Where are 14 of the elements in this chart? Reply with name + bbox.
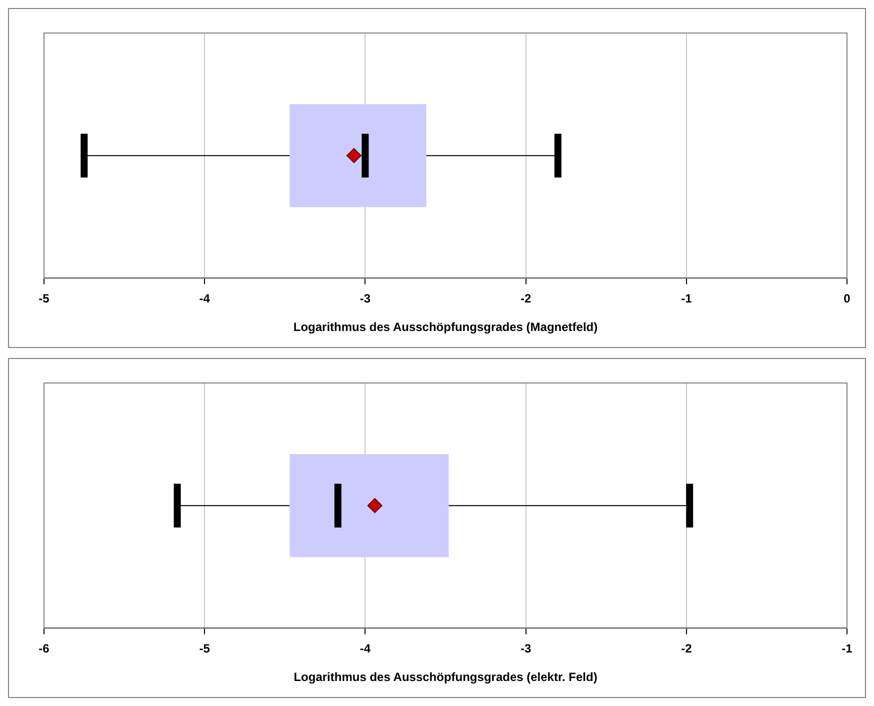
x-tick-label: -1 xyxy=(681,292,692,306)
x-tick-label: -2 xyxy=(520,292,532,306)
x-tick-label: -3 xyxy=(360,292,371,306)
x-tick-label: -3 xyxy=(520,642,532,656)
x-tick-label: -4 xyxy=(199,292,210,306)
x-tick-label: -5 xyxy=(38,292,50,306)
x-axis-title: Logarithmus des Ausschöpfungsgrades (Magnetfeld) xyxy=(293,320,598,334)
x-tick-label: 0 xyxy=(844,292,851,306)
x-axis-title: Logarithmus des Ausschöpfungsgrades (elektr. Feld) xyxy=(294,670,598,684)
x-tick-label: -4 xyxy=(360,642,371,656)
x-tick-label: -1 xyxy=(842,642,853,656)
x-tick-label: -2 xyxy=(681,642,692,656)
x-tick-label: -6 xyxy=(38,642,50,656)
x-tick-label: -5 xyxy=(199,642,210,656)
